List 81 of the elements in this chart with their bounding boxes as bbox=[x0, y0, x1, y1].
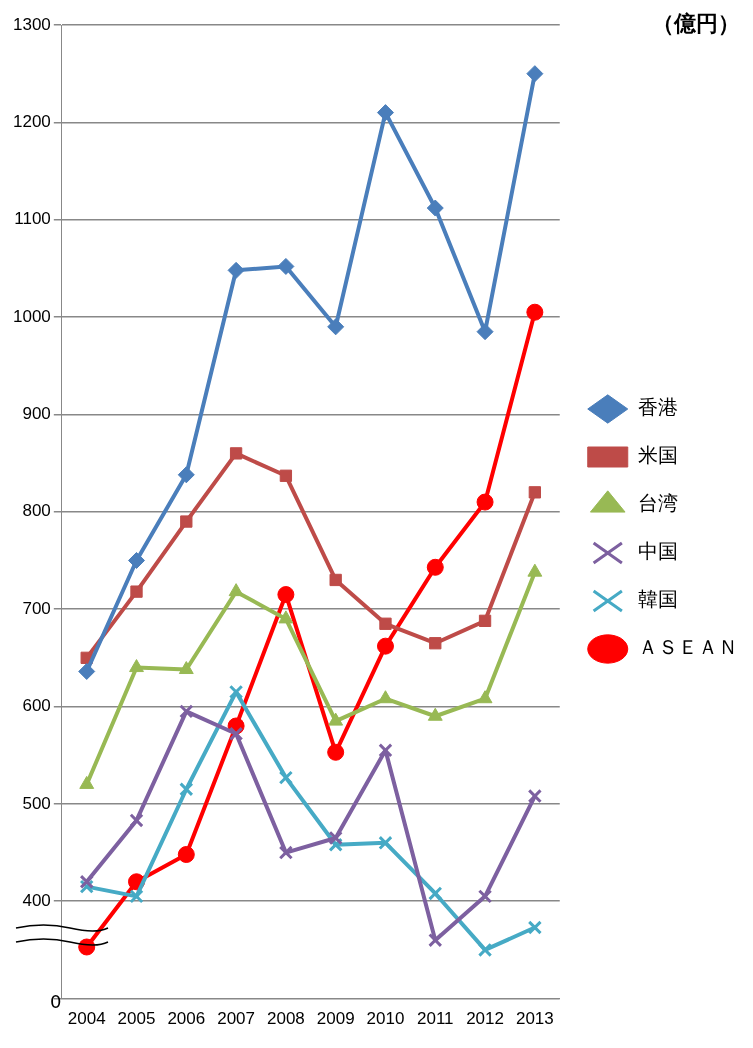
point bbox=[177, 466, 195, 484]
point bbox=[428, 886, 443, 901]
x-tick-label: 2013 bbox=[515, 1009, 554, 1029]
point bbox=[177, 846, 195, 864]
point bbox=[527, 920, 543, 935]
y-tick-label: 800 bbox=[22, 501, 51, 521]
y-tick-label: 1200 bbox=[12, 112, 51, 132]
point bbox=[277, 257, 295, 275]
point bbox=[227, 261, 245, 279]
legend-label: 台湾 bbox=[637, 491, 678, 516]
x-tick-label: 2010 bbox=[366, 1009, 405, 1029]
point bbox=[376, 104, 394, 122]
point bbox=[478, 614, 492, 627]
point bbox=[179, 782, 194, 797]
point bbox=[229, 447, 243, 460]
legend-label: 韓国 bbox=[637, 587, 678, 612]
point bbox=[129, 659, 144, 673]
point bbox=[477, 889, 493, 904]
point bbox=[477, 942, 493, 958]
point bbox=[278, 610, 294, 624]
x-tick-label: 2008 bbox=[266, 1009, 305, 1029]
point bbox=[179, 704, 194, 719]
point bbox=[278, 845, 294, 860]
point bbox=[528, 486, 542, 499]
point bbox=[128, 551, 146, 569]
y-tick-label: 1300 bbox=[12, 14, 51, 34]
point bbox=[228, 583, 244, 597]
point bbox=[130, 585, 143, 598]
x-tick-label: 2011 bbox=[416, 1009, 454, 1029]
point bbox=[427, 707, 443, 721]
point bbox=[78, 662, 96, 680]
x-tick-label: 2005 bbox=[117, 1009, 156, 1029]
point bbox=[426, 558, 444, 576]
y-tick-label: 400 bbox=[22, 890, 51, 910]
point bbox=[328, 830, 343, 846]
point bbox=[228, 684, 244, 700]
x-tick-label: 2004 bbox=[67, 1009, 106, 1029]
point bbox=[278, 770, 294, 785]
point bbox=[129, 813, 144, 828]
text: （億円） bbox=[652, 10, 740, 36]
point bbox=[378, 690, 393, 704]
point bbox=[329, 573, 342, 587]
point bbox=[526, 303, 544, 321]
point bbox=[527, 563, 543, 577]
x-tick-label: 2012 bbox=[466, 1009, 504, 1029]
point bbox=[476, 323, 494, 341]
point bbox=[277, 586, 295, 604]
text: 0 bbox=[50, 991, 62, 1013]
point bbox=[79, 874, 94, 889]
point bbox=[379, 617, 392, 630]
point bbox=[477, 690, 493, 704]
point bbox=[476, 493, 494, 511]
y-tick-label: 500 bbox=[22, 793, 51, 813]
y-tick-label: 600 bbox=[22, 696, 51, 716]
point bbox=[376, 637, 394, 655]
point bbox=[328, 712, 344, 726]
legend-label: 中国 bbox=[637, 539, 678, 564]
y-tick-label: 700 bbox=[22, 598, 51, 618]
y-tick-label: 1100 bbox=[14, 209, 51, 229]
y-tick-label: 900 bbox=[22, 404, 51, 424]
point bbox=[327, 318, 345, 336]
x-tick-label: 2009 bbox=[316, 1009, 355, 1029]
point bbox=[279, 469, 293, 482]
point bbox=[378, 835, 393, 850]
legend-label: 米国 bbox=[637, 443, 678, 468]
x-tick-label: 2006 bbox=[167, 1009, 206, 1029]
legend-label: ＡＳＥＡＮ bbox=[637, 635, 738, 660]
y-tick-label: 1000 bbox=[12, 306, 51, 326]
point bbox=[426, 199, 444, 217]
point bbox=[129, 889, 144, 904]
legend-label: 香港 bbox=[637, 395, 678, 420]
point bbox=[327, 743, 345, 761]
point bbox=[526, 65, 544, 83]
point bbox=[228, 726, 244, 741]
point bbox=[428, 933, 443, 948]
point bbox=[378, 743, 393, 758]
point bbox=[178, 661, 194, 675]
point bbox=[527, 788, 543, 804]
x-tick-label: 2007 bbox=[217, 1009, 256, 1029]
point bbox=[180, 515, 193, 528]
point bbox=[429, 637, 442, 650]
